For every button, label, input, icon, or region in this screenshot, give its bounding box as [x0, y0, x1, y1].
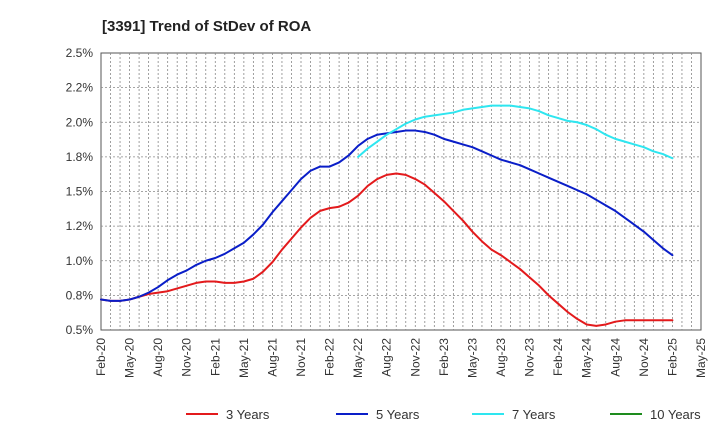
x-tick-label: Aug-23	[494, 338, 508, 377]
x-tick-label: May-25	[694, 338, 708, 378]
x-tick-label: Feb-22	[323, 338, 337, 376]
y-tick-label: 1.8%	[66, 150, 94, 164]
x-tick-label: Feb-25	[665, 338, 679, 376]
x-tick-label: Nov-21	[294, 338, 308, 377]
x-tick-label: Nov-22	[408, 338, 422, 377]
x-tick-label: Feb-23	[437, 338, 451, 376]
y-tick-label: 1.5%	[66, 185, 94, 199]
x-tick-label: Aug-20	[151, 338, 165, 377]
y-tick-label: 0.8%	[66, 288, 94, 302]
x-tick-label: Nov-23	[523, 338, 537, 377]
y-tick-label: 0.5%	[66, 323, 94, 337]
legend-label: 7 Years	[512, 407, 556, 422]
x-tick-label: Feb-24	[551, 338, 565, 376]
series-lines	[100, 104, 674, 327]
chart-title: [3391] Trend of StDev of ROA	[102, 18, 311, 35]
series-line-5-years	[100, 129, 674, 302]
x-tick-label: Feb-21	[208, 338, 222, 376]
y-tick-label: 1.2%	[66, 219, 94, 233]
x-tick-label: Nov-24	[637, 338, 651, 377]
x-tick-label: Feb-20	[94, 338, 108, 376]
x-tick-label: May-20	[123, 338, 137, 378]
y-tick-label: 1.0%	[66, 254, 94, 268]
grid	[100, 52, 702, 331]
x-tick-label: May-23	[465, 338, 479, 378]
x-tick-label: May-22	[351, 338, 365, 378]
y-tick-label: 2.0%	[66, 115, 94, 129]
axes: 0.5% 0.8% 1.0% 1.2% 1.5% 1.8% 2.0% 2.2% 2.5% Feb-…	[66, 46, 708, 378]
legend: 3 Years 5 Years 7 Years 10 Years	[186, 407, 701, 422]
x-tick-label: Nov-20	[180, 338, 194, 377]
x-tick-label: Aug-21	[265, 338, 279, 377]
x-tick-label: Aug-24	[608, 338, 622, 377]
legend-label: 3 Years	[226, 407, 270, 422]
x-tick-label: May-24	[580, 338, 594, 378]
x-tick-label: May-21	[237, 338, 251, 378]
legend-label: 5 Years	[376, 407, 420, 422]
x-tick-label: Aug-22	[380, 338, 394, 377]
y-tick-label: 2.2%	[66, 81, 94, 95]
series-line-3-years	[100, 172, 674, 327]
legend-label: 10 Years	[650, 407, 701, 422]
series-line-7-years	[357, 104, 674, 160]
y-tick-label: 2.5%	[66, 46, 94, 60]
